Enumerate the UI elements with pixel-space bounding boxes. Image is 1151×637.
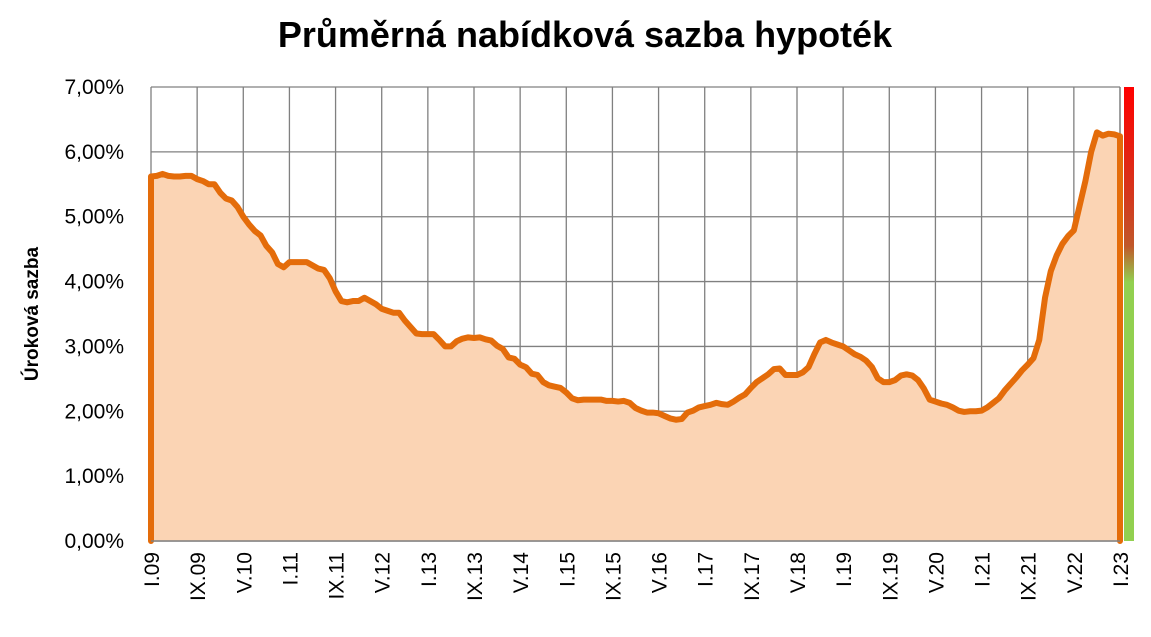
y-tick-label: 6,00% [64, 141, 124, 164]
y-tick-label: 4,00% [64, 271, 124, 294]
x-tick-label: V.16 [649, 552, 672, 593]
y-tick-label: 2,00% [64, 400, 124, 423]
rate-scale-bar [1124, 87, 1134, 541]
x-tick-label: V.12 [372, 552, 395, 593]
x-tick-label: IX.19 [879, 552, 902, 601]
y-tick-label: 3,00% [64, 335, 124, 358]
area-fill [151, 132, 1120, 541]
x-tick-label: I.13 [418, 552, 441, 587]
x-tick-label: I.19 [833, 552, 856, 587]
x-tick-label: I.21 [972, 552, 995, 587]
x-tick-label: V.22 [1064, 552, 1087, 593]
x-tick-label: V.10 [233, 552, 256, 593]
x-tick-label: I.23 [1110, 552, 1133, 587]
x-tick-label: IX.17 [741, 552, 764, 601]
x-tick-label: IX.09 [187, 552, 210, 601]
x-tick-label: I.15 [556, 552, 579, 587]
x-tick-label: V.20 [925, 552, 948, 593]
chart-title: Průměrná nabídková sazba hypoték [277, 14, 893, 55]
x-tick-labels: I.09 IX.09 V.10 I.11 IX.11 V.12 I.13 IX.13 V.14 I… [141, 552, 1133, 601]
area-series [148, 129, 1123, 544]
x-tick-label: V.18 [787, 552, 810, 593]
y-tick-label: 1,00% [64, 465, 124, 488]
y-tick-label: 0,00% [64, 530, 124, 553]
x-tick-label: I.11 [279, 552, 302, 585]
y-tick-label: 7,00% [64, 76, 124, 99]
x-tick-label: IX.13 [464, 552, 487, 601]
x-tick-label: IX.15 [602, 552, 625, 601]
x-tick-label: IX.11 [326, 552, 349, 599]
y-tick-label: 5,00% [64, 206, 124, 229]
y-tick-labels: 0,00% 1,00% 2,00% 3,00% 4,00% 5,00% 6,00% 7,00% [64, 76, 124, 553]
x-tick-label: V.14 [510, 552, 533, 594]
x-tick-label: IX.21 [1018, 552, 1041, 601]
x-tick-label: I.09 [141, 552, 164, 587]
x-tick-label: I.17 [695, 552, 718, 587]
series-line [148, 129, 1123, 544]
y-axis-label: Úroková sazba [21, 247, 43, 382]
